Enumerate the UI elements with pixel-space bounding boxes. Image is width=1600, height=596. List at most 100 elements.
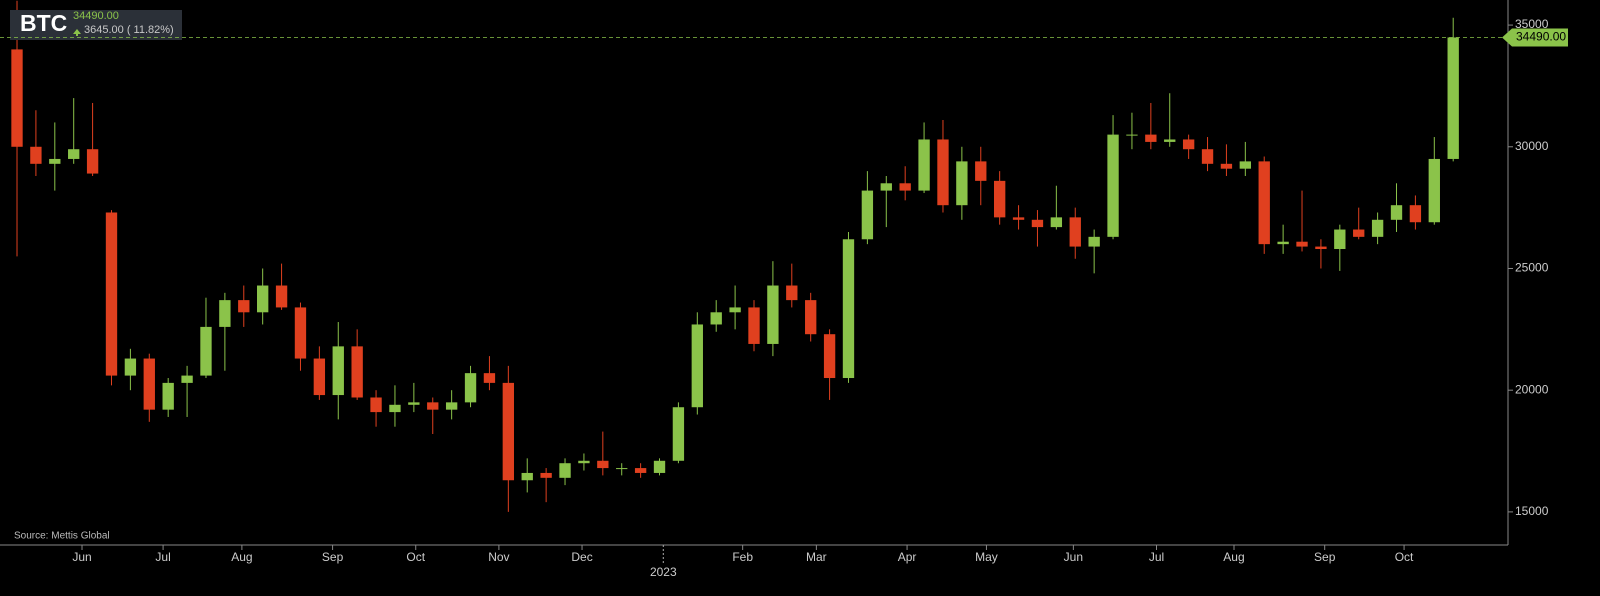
source: Source: Mettis Global [14, 531, 110, 542]
candle-body [1220, 163, 1233, 169]
x-tick-label: Jul [155, 550, 170, 564]
candle-body [1447, 37, 1459, 159]
candle-body [937, 139, 949, 206]
candle-body [880, 183, 892, 191]
candle-body [691, 324, 703, 408]
candle-body [918, 139, 930, 191]
candle-body [748, 307, 760, 344]
candle-body [521, 472, 533, 481]
candle-body [1182, 139, 1195, 150]
plot-area [11, 0, 1459, 512]
up-arrow [73, 29, 81, 34]
candle-body [502, 382, 515, 481]
y-tick-label: 20000 [1515, 382, 1549, 396]
candle-body [238, 300, 250, 313]
candle-body [30, 146, 42, 164]
candle-body [956, 161, 968, 206]
candle-body [1201, 149, 1214, 164]
candle-body [1334, 229, 1346, 250]
y-tick-label: 25000 [1515, 261, 1549, 275]
x-tick-label: Dec [571, 550, 592, 564]
candle-body [143, 358, 155, 410]
x-tick-label: Oct [1395, 550, 1414, 564]
candle-body [1069, 217, 1081, 247]
candle-body [653, 460, 666, 473]
candle-body [49, 158, 61, 164]
candle-body [86, 149, 99, 174]
candle-body [1088, 236, 1100, 247]
candle-body [861, 190, 874, 240]
x-tick-label: May [975, 550, 998, 564]
candle-body [729, 307, 741, 313]
candle-body [1390, 205, 1403, 220]
candle-body [1107, 134, 1119, 237]
last-price: 34490.00 [73, 10, 119, 22]
candle-body [1315, 246, 1327, 250]
change: 3645.00 ( 11.82%) [84, 24, 174, 36]
candle-body [464, 373, 477, 403]
candle-body [672, 407, 685, 461]
x-tick-label: Feb [732, 550, 753, 564]
candle-body [181, 375, 193, 383]
candle-body [823, 334, 836, 379]
candle-body [1031, 219, 1044, 228]
candle-body [1126, 134, 1138, 136]
candle-body [559, 463, 571, 478]
candle-body [1012, 217, 1025, 220]
candle-body [257, 285, 269, 313]
candle-body [1409, 205, 1422, 223]
y-tick-label: 30000 [1515, 139, 1549, 153]
x-tick-label: Nov [488, 550, 509, 564]
x-tick-label: Sep [1314, 550, 1336, 564]
candle-body [1371, 219, 1384, 237]
x-tick-label: Sep [322, 550, 344, 564]
year-tick-label: 2023 [650, 565, 677, 579]
price-tag-label: 34490.00 [1516, 30, 1566, 44]
candle-body [1428, 158, 1440, 223]
candle-body [351, 346, 363, 398]
candle-body [445, 402, 458, 410]
price-tag [1502, 28, 1568, 47]
symbol: BTC [20, 10, 67, 36]
candle-body [275, 285, 288, 308]
candle-body [1277, 241, 1289, 245]
candle-body [993, 180, 1006, 218]
candle-body [786, 285, 798, 301]
candle-body [710, 312, 722, 325]
x-tick-label: Jun [72, 550, 91, 564]
y-tick-label: 15000 [1515, 504, 1549, 518]
candle-body [427, 402, 439, 410]
x-tick-label: Aug [231, 550, 252, 564]
x-tick-label: Mar [806, 550, 827, 564]
candle-body [616, 468, 628, 470]
candle-body [483, 373, 496, 383]
up-arrow-stem [76, 33, 78, 36]
candle-body [313, 358, 326, 396]
candle-body [842, 239, 855, 379]
candle-body [1145, 134, 1157, 142]
candle-body [389, 404, 401, 413]
candle-body [68, 149, 80, 159]
candle-body [219, 300, 231, 327]
candle-body [634, 468, 647, 473]
candle-body [162, 382, 174, 410]
candle-body [578, 460, 590, 464]
candle-body [540, 472, 552, 478]
candle-body [1258, 161, 1270, 245]
candle-body [767, 285, 779, 344]
candle-body [105, 212, 118, 376]
y-tick-label: 35000 [1515, 17, 1549, 31]
x-tick-label: Jun [1064, 550, 1083, 564]
candle-body [899, 183, 911, 191]
x-tick-label: Oct [406, 550, 425, 564]
candle-body [1050, 217, 1063, 228]
candle-body [332, 346, 344, 396]
candle-body [1239, 161, 1251, 169]
candle-body [597, 460, 609, 469]
candle-body [200, 326, 212, 376]
candle-body [408, 402, 420, 405]
candle-body [1164, 139, 1176, 142]
candle-body [1296, 241, 1308, 247]
